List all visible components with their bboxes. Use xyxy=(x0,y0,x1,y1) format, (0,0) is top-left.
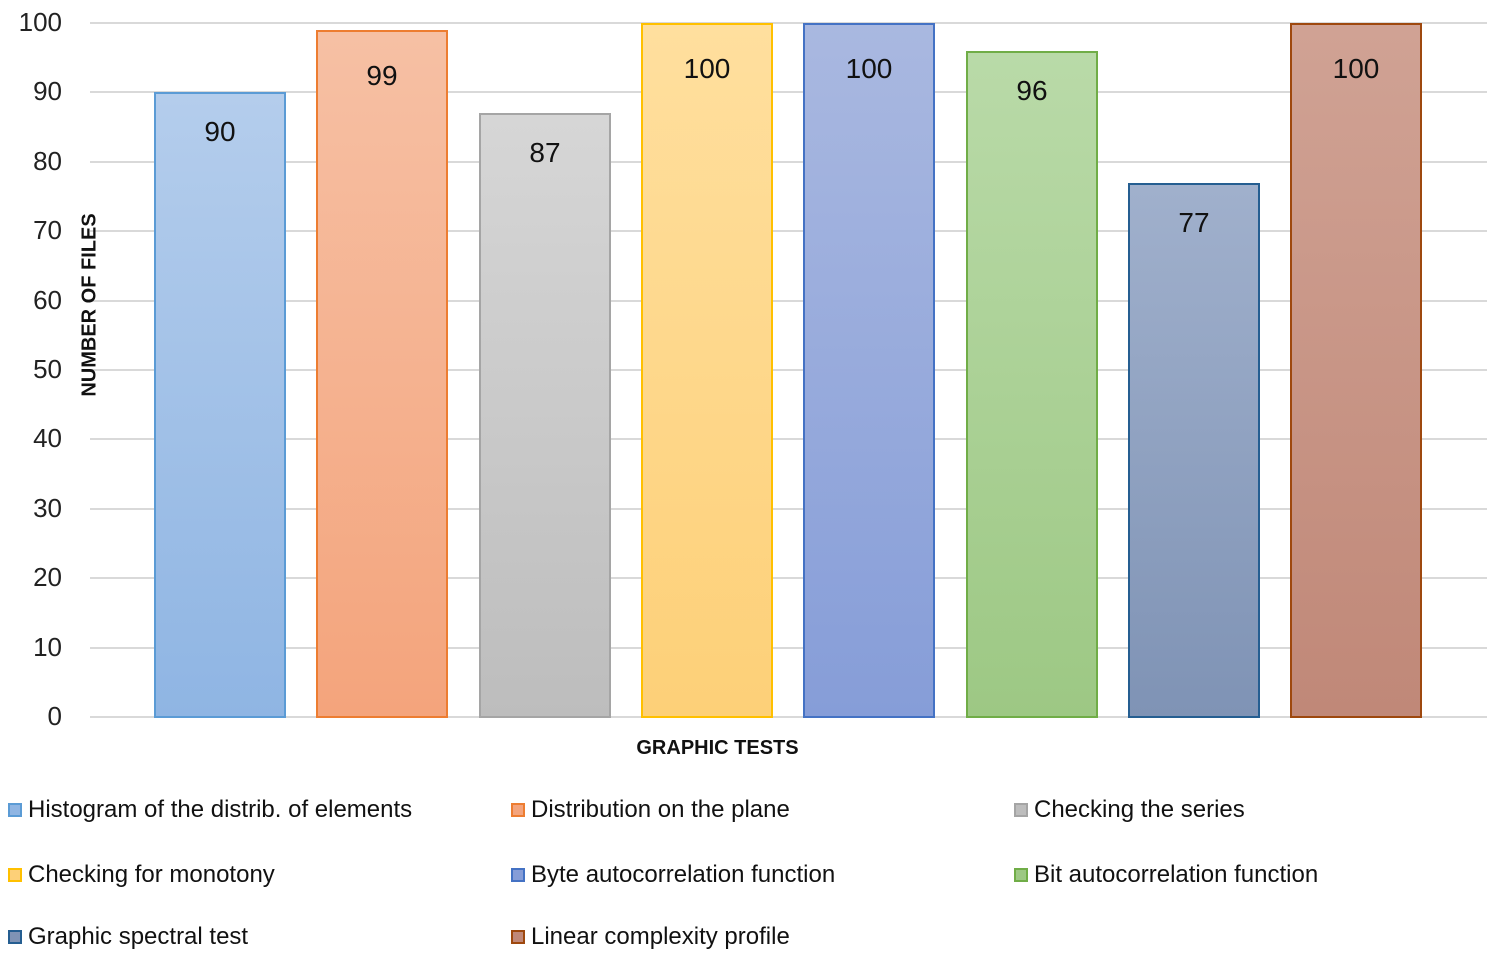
legend-swatch-icon xyxy=(511,930,525,944)
bar-value-label: 100 xyxy=(845,53,893,84)
y-tick-label: 70 xyxy=(33,215,62,246)
legend-item[interactable]: Graphic spectral test xyxy=(8,922,248,952)
x-axis-title: GRAPHIC TESTS xyxy=(636,737,799,759)
legend-swatch-icon xyxy=(1014,868,1028,882)
gridline xyxy=(90,646,1487,649)
bar-value-label: 96 xyxy=(1016,74,1048,106)
y-axis-title: NUMBER OF FILES xyxy=(78,213,101,397)
y-tick-label: 40 xyxy=(33,423,62,454)
bar-value-label: 100 xyxy=(683,53,731,84)
gridline xyxy=(90,91,1487,94)
y-tick-label: 100 xyxy=(18,7,62,37)
legend-item[interactable]: Linear complexity profile xyxy=(511,922,790,952)
gridline xyxy=(90,22,1487,24)
legend-swatch-icon xyxy=(511,868,525,882)
legend-label: Histogram of the distrib. of elements xyxy=(28,796,413,823)
gridline xyxy=(90,230,1487,233)
gridline xyxy=(90,160,1487,163)
bar-value-label: 90 xyxy=(204,116,236,148)
legend-item[interactable]: Bit autocorrelation function xyxy=(1014,860,1318,890)
bar: 90 xyxy=(154,92,286,718)
y-tick-label: 0 xyxy=(47,701,62,731)
legend-label: Distribution on the plane xyxy=(531,796,790,823)
legend-item[interactable]: Checking the series xyxy=(1014,795,1245,825)
legend-label: Bit autocorrelation function xyxy=(1034,861,1319,888)
legend-label: Byte autocorrelation function xyxy=(531,861,836,888)
gridline xyxy=(90,507,1487,510)
legend-swatch-icon xyxy=(511,803,525,817)
bar-value-label: 99 xyxy=(366,59,398,91)
y-tick-label: 90 xyxy=(33,76,62,107)
legend-swatch-icon xyxy=(8,803,22,817)
bar-value-label: 100 xyxy=(1332,53,1380,84)
y-tick-label: 20 xyxy=(33,562,62,593)
gridline xyxy=(90,716,1487,718)
gridline xyxy=(90,438,1487,441)
bar: 87 xyxy=(479,113,611,718)
bar: 100 xyxy=(641,23,773,718)
gridline xyxy=(90,369,1487,371)
bar: 77 xyxy=(1128,182,1260,718)
legend-item[interactable]: Distribution on the plane xyxy=(511,795,790,825)
y-tick-label: 50 xyxy=(33,354,62,384)
legend-item[interactable]: Byte autocorrelation function xyxy=(511,860,835,890)
legend-swatch-icon xyxy=(8,930,22,944)
legend-label: Graphic spectral test xyxy=(28,923,249,950)
legend-swatch-icon xyxy=(8,868,22,882)
y-tick-label: 80 xyxy=(33,145,62,176)
y-tick-label: 60 xyxy=(33,284,62,315)
bar: 99 xyxy=(316,29,448,718)
legend-item[interactable]: Histogram of the distrib. of elements xyxy=(8,795,412,825)
y-tick-label: 30 xyxy=(33,492,62,523)
bar: 96 xyxy=(966,50,1098,718)
gridline xyxy=(90,299,1487,302)
gridline xyxy=(90,577,1487,580)
bar-value-label: 77 xyxy=(1178,206,1210,238)
legend-swatch-icon xyxy=(1014,803,1028,817)
y-tick-label: 10 xyxy=(33,631,62,662)
legend-label: Checking for monotony xyxy=(28,861,275,888)
legend-label: Checking the series xyxy=(1034,796,1245,823)
bar: 100 xyxy=(1290,23,1422,718)
legend-label: Linear complexity profile xyxy=(531,923,790,950)
bar: 100 xyxy=(803,23,935,718)
legend-item[interactable]: Checking for monotony xyxy=(8,860,275,890)
bar-value-label: 87 xyxy=(529,137,561,169)
